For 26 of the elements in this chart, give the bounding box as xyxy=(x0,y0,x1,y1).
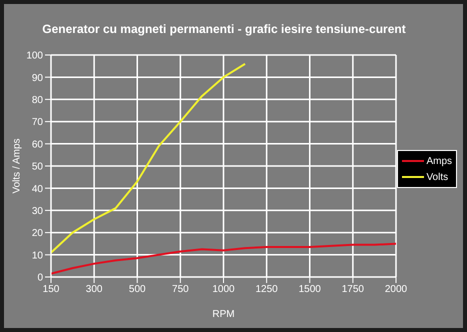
x-tick-label: 1500 xyxy=(298,284,322,296)
y-tick-label: 100 xyxy=(26,50,44,62)
y-tick-label: 70 xyxy=(32,117,44,128)
x-tick-label: 150 xyxy=(42,284,60,296)
line-series xyxy=(51,62,246,254)
y-tick-label: 10 xyxy=(32,250,44,262)
chart-title: Generator cu magneti permanenti - grafic iesire tensiune-curent xyxy=(41,22,407,36)
x-tick-label: 1750 xyxy=(342,284,364,296)
y-tick-label: 20 xyxy=(32,228,44,240)
x-tick-label: 2000 xyxy=(384,284,408,296)
x-tick-label: 1250 xyxy=(256,284,278,296)
y-tick-label: 0 xyxy=(37,272,44,284)
y-axis-title: Volts / Amps xyxy=(12,138,23,194)
y-tick-label: 60 xyxy=(32,139,44,150)
x-tick-label: 1000 xyxy=(212,284,236,296)
legend-label: Volts xyxy=(426,172,448,182)
y-tick-label: 80 xyxy=(32,94,44,106)
x-tick-label: 300 xyxy=(86,284,103,296)
y-tick-label: 40 xyxy=(32,184,44,195)
y-tick-label: 90 xyxy=(32,72,44,84)
y-tick-label: 30 xyxy=(32,206,44,217)
x-tick-label: 750 xyxy=(172,284,190,296)
y-tick-label: 50 xyxy=(32,162,44,173)
x-axis-title: RPM xyxy=(212,309,235,320)
legend-label: Amps xyxy=(426,156,452,166)
x-tick-label: 500 xyxy=(128,284,146,296)
